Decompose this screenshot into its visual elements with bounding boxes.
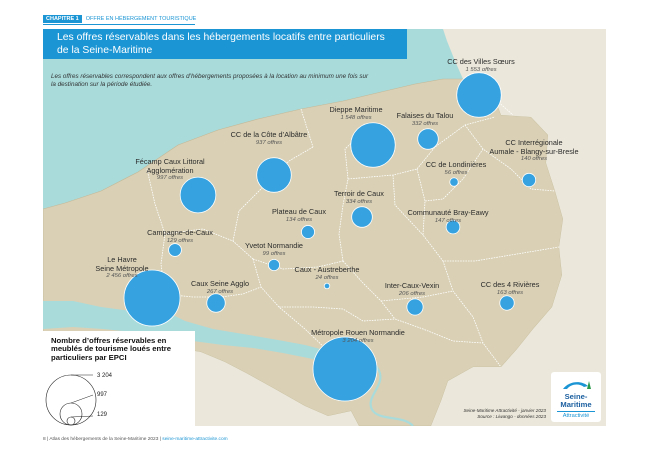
epci-value: 267 offres	[206, 288, 234, 295]
epci-label: Le Havre Seine Métropole 2 456 offres	[95, 255, 149, 280]
bubble-3	[256, 157, 292, 193]
epci-value: 56 offres	[444, 169, 468, 176]
map-title: Les offres réservables dans les hébergem…	[43, 29, 407, 59]
chapter-tag: CHAPITRE 1	[43, 15, 82, 23]
legend-value-mid: 997	[97, 392, 108, 398]
bubble-13	[323, 282, 331, 290]
epci-label: CC des Villes Sœurs 1 553 offres	[447, 57, 515, 74]
epci-value: 206 offres	[398, 290, 426, 297]
source-line2: Source : Liwango - données 2023	[477, 414, 546, 419]
epci-name: Caux Seine Agglo	[190, 279, 250, 288]
epci-name: Inter-Caux-Vexin	[384, 281, 440, 290]
epci-name: Yvetot Normandie	[244, 241, 304, 250]
logo-line1: Seine-	[564, 392, 588, 401]
map-note: Les offres réservables correspondent aux…	[51, 73, 369, 88]
epci-name: CC des Villes Sœurs	[447, 57, 515, 66]
bubble-12	[123, 269, 181, 327]
bubble-17	[312, 336, 378, 402]
epci-label: Caux Seine Agglo 267 offres	[190, 279, 250, 296]
chapter-rule	[43, 24, 195, 25]
epci-name: Métropole Rouen Normandie	[311, 328, 405, 337]
epci-label: Terroir de Caux 334 offres	[334, 189, 384, 206]
epci-value: 129 offres	[166, 237, 194, 244]
epci-value: 147 offres	[434, 217, 462, 224]
epci-value: 997 offres	[156, 175, 184, 182]
logo-line3: Attractivité	[557, 411, 595, 419]
epci-name: Terroir de Caux	[334, 189, 384, 198]
epci-label: Caux - Austreberthe 24 offres	[294, 265, 360, 282]
epci-value: 24 offres	[315, 274, 339, 281]
epci-name: Communauté Bray-Eawy	[407, 208, 489, 217]
epci-label: CC de la Côte d’Albâtre 937 offres	[230, 130, 308, 147]
bubble-5	[449, 177, 459, 187]
bubble-1	[350, 122, 396, 168]
epci-value: 2 456 offres	[106, 273, 138, 280]
epci-name: Plateau de Caux	[272, 207, 326, 216]
chapter-title: OFFRE EN HÉBERGEMENT TOURISTIQUE	[85, 16, 197, 22]
epci-value: 1 553 offres	[465, 66, 497, 73]
epci-name: CC de Londinières	[425, 160, 487, 169]
bubble-16	[499, 295, 515, 311]
epci-label: CC des 4 Rivières 163 offres	[480, 280, 540, 297]
footer-text: 8 | Atlas des hébergements de la Seine-M…	[43, 437, 161, 442]
epci-value: 163 offres	[496, 289, 524, 296]
epci-value: 134 offres	[285, 216, 313, 223]
legend-value-min: 129	[97, 412, 108, 418]
bubble-2	[417, 128, 439, 150]
epci-value: 99 offres	[262, 250, 286, 257]
bubble-10	[168, 243, 182, 257]
bubble-14	[206, 293, 226, 313]
epci-label: Falaises du Talou 332 offres	[396, 111, 454, 128]
legend: Nombre d’offres réservables en meublés d…	[43, 331, 195, 426]
bubble-0	[456, 72, 502, 118]
logo-wave-icon	[563, 381, 591, 389]
epci-name: Dieppe Maritime	[329, 105, 383, 114]
bubble-15	[406, 298, 424, 316]
legend-value-max: 3 204	[97, 373, 113, 379]
legend-title: Nombre d’offres réservables en meublés d…	[51, 336, 172, 362]
epci-name: Le Havre Seine Métropole	[95, 255, 149, 273]
epci-value: 140 offres	[520, 156, 548, 163]
source-line1: Seine-Maritime Attractivité - janvier 20…	[463, 408, 546, 413]
bubble-4	[521, 172, 537, 188]
bubble-7	[351, 206, 373, 228]
epci-label: Dieppe Maritime 1 548 offres	[329, 105, 383, 122]
epci-name: CC de la Côte d’Albâtre	[230, 130, 308, 139]
bubble-9	[445, 219, 461, 235]
logo-name: Seine- Maritime	[551, 393, 601, 409]
epci-name: CC des 4 Rivières	[480, 280, 540, 289]
epci-bubbles	[123, 72, 537, 402]
epci-value: 334 offres	[345, 198, 373, 205]
epci-name: Falaises du Talou	[396, 111, 454, 120]
bubble-11	[267, 258, 281, 272]
epci-label: Métropole Rouen Normandie 3 204 offres	[311, 328, 405, 345]
epci-label: Fécamp Caux Littoral Agglomération 997 off…	[135, 157, 205, 182]
seine-maritime-logo: Seine- Maritime Attractivité	[551, 372, 601, 422]
chapter-header: CHAPITRE 1 OFFRE EN HÉBERGEMENT TOURISTI…	[43, 15, 197, 25]
neighbour-land-east	[431, 29, 606, 426]
epci-label: Plateau de Caux 134 offres	[272, 207, 326, 224]
page-footer: 8 | Atlas des hébergements de la Seine-M…	[43, 437, 228, 442]
epci-name: Campagne-de-Caux	[147, 228, 213, 237]
map-source: Seine-Maritime Attractivité - janvier 20…	[458, 408, 546, 420]
logo-line2: Maritime	[560, 400, 592, 409]
epci-value: 3 204 offres	[342, 337, 374, 344]
epci-label: Inter-Caux-Vexin 206 offres	[384, 281, 440, 298]
epci-label: Yvetot Normandie 99 offres	[244, 241, 304, 258]
epci-value: 332 offres	[411, 120, 439, 127]
epci-value: 937 offres	[255, 139, 283, 146]
epci-name: Caux - Austreberthe	[294, 265, 360, 274]
epci-label: CC Interrégionale Aumale - Blangy-sur-Bre…	[489, 138, 579, 163]
epci-label: CC de Londinières 56 offres	[425, 160, 487, 177]
bubble-8	[301, 225, 315, 239]
epci-name: Fécamp Caux Littoral Agglomération	[135, 157, 205, 175]
epci-value: 1 548 offres	[340, 114, 372, 121]
legend-circles	[45, 374, 97, 426]
footer-url[interactable]: seine-maritime-attractivite.com	[162, 437, 228, 442]
epci-label: Communauté Bray-Eawy 147 offres	[407, 208, 489, 225]
epci-name: CC Interrégionale Aumale - Blangy-sur-Bre…	[489, 138, 579, 156]
bubble-6	[179, 176, 217, 214]
epci-label: Campagne-de-Caux 129 offres	[147, 228, 213, 245]
